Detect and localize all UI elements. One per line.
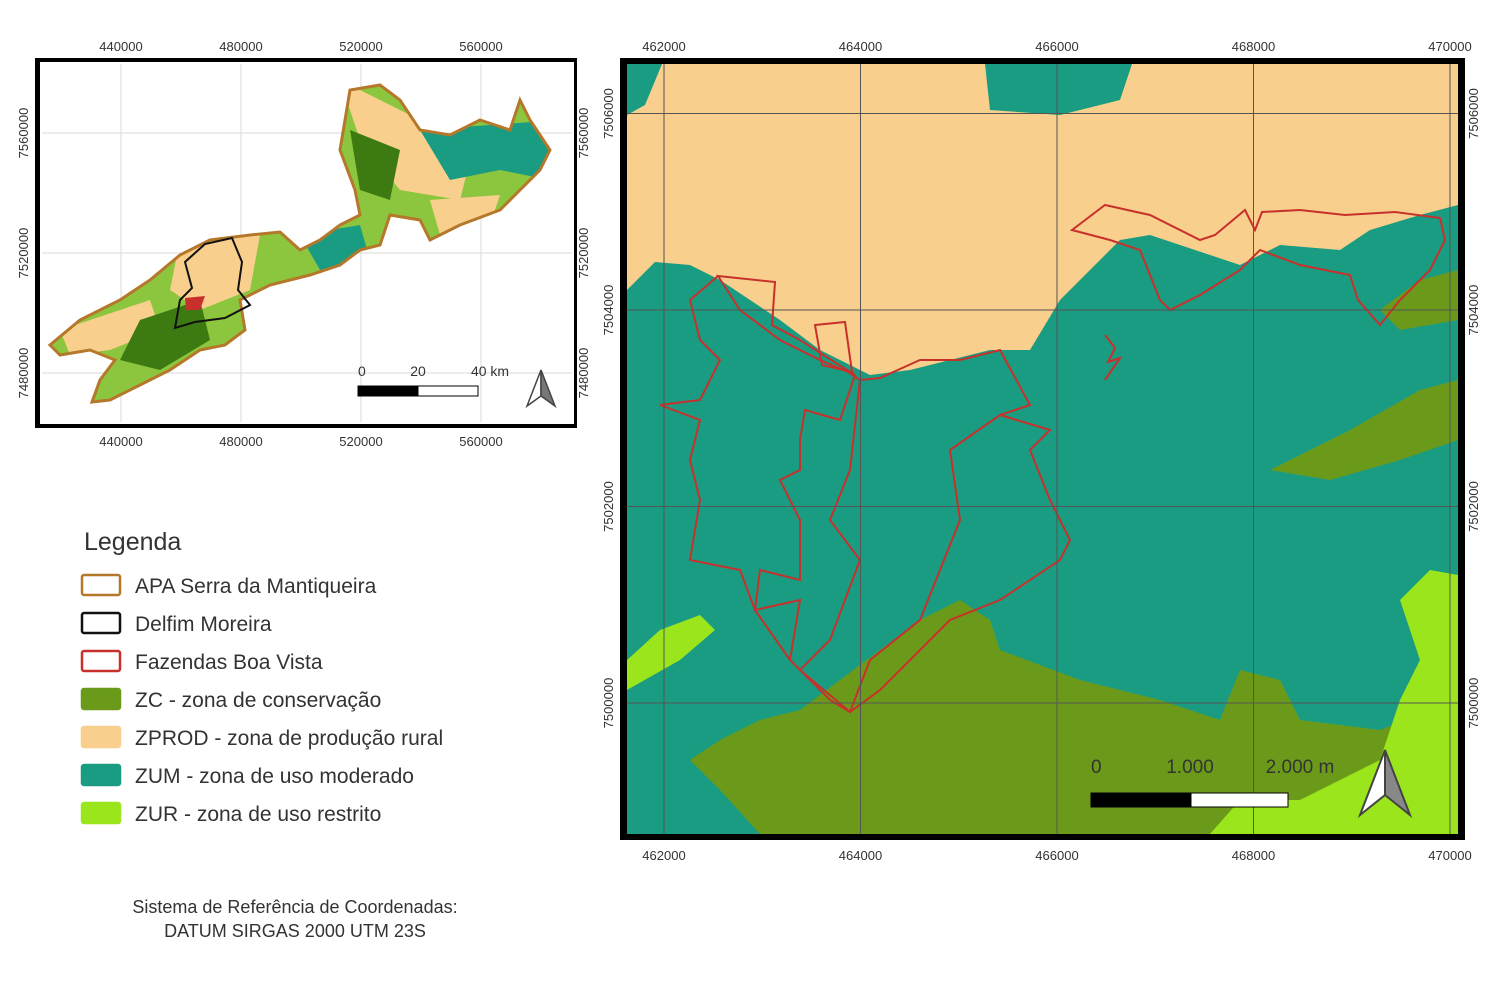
x-coord-label: 466000 xyxy=(1035,39,1078,54)
legend-swatch xyxy=(80,763,122,787)
x-coord-label: 520000 xyxy=(339,39,382,54)
x-coord-label: 560000 xyxy=(459,434,502,449)
legend-swatch xyxy=(80,611,122,635)
legend-title: Legenda xyxy=(84,528,181,556)
legend-swatch xyxy=(80,801,122,825)
scale-label: 40 km xyxy=(471,363,509,379)
x-coord-label: 466000 xyxy=(1035,848,1078,863)
inset-north-arrow xyxy=(540,369,557,409)
x-coord-label: 468000 xyxy=(1232,848,1275,863)
main-zones xyxy=(627,64,1458,834)
fazendas-outline xyxy=(659,203,1447,714)
main-map xyxy=(620,58,1465,840)
crs-text: Sistema de Referência de Coordenadas: xyxy=(132,897,457,917)
inset-map xyxy=(35,58,577,428)
delfim-outline xyxy=(173,236,252,330)
legend-swatch xyxy=(80,687,122,711)
y-coord-label: 7506000 xyxy=(1466,88,1481,139)
legend-swatch xyxy=(80,725,122,749)
inset-scale-bar xyxy=(417,385,479,397)
apa-outline xyxy=(47,83,552,404)
x-coord-label: 520000 xyxy=(339,434,382,449)
x-coord-label: 440000 xyxy=(99,39,142,54)
main-scale-bar xyxy=(1190,792,1289,808)
legend-label: Delfim Moreira xyxy=(135,613,272,636)
legend-label: ZUM - zona de uso moderado xyxy=(135,765,414,788)
x-coord-label: 468000 xyxy=(1232,39,1275,54)
x-coord-label: 560000 xyxy=(459,39,502,54)
legend-swatch xyxy=(80,573,122,597)
legend-label: ZC - zona de conservação xyxy=(135,689,381,712)
y-coord-label: 7500000 xyxy=(601,678,616,729)
x-coord-label: 480000 xyxy=(219,39,262,54)
y-coord-label: 7560000 xyxy=(16,108,31,159)
main-north-arrow xyxy=(1384,749,1413,819)
scale-label: 2.000 m xyxy=(1266,757,1335,778)
legend-label: ZUR - zona de uso restrito xyxy=(135,803,381,826)
inset-scale-bar xyxy=(357,385,419,397)
y-coord-label: 7480000 xyxy=(576,348,591,399)
scale-label: 20 xyxy=(410,363,426,379)
y-coord-label: 7504000 xyxy=(1466,285,1481,336)
y-coord-label: 7506000 xyxy=(601,88,616,139)
y-coord-label: 7480000 xyxy=(16,348,31,399)
x-coord-label: 464000 xyxy=(839,39,882,54)
y-coord-label: 7502000 xyxy=(1466,481,1481,532)
scale-label: 0 xyxy=(358,363,366,379)
scale-label: 0 xyxy=(1091,757,1102,778)
y-coord-label: 7500000 xyxy=(1466,678,1481,729)
x-coord-label: 464000 xyxy=(839,848,882,863)
legend-label: ZPROD - zona de produção rural xyxy=(135,727,443,750)
x-coord-label: 470000 xyxy=(1428,848,1471,863)
x-coord-label: 440000 xyxy=(99,434,142,449)
y-coord-label: 7560000 xyxy=(576,108,591,159)
main-scale-bar xyxy=(1090,792,1192,808)
legend-swatch xyxy=(80,649,122,673)
y-coord-label: 7520000 xyxy=(576,228,591,279)
y-coord-label: 7504000 xyxy=(601,285,616,336)
x-coord-label: 462000 xyxy=(642,39,685,54)
x-coord-label: 480000 xyxy=(219,434,262,449)
legend-label: Fazendas Boa Vista xyxy=(135,651,323,674)
x-coord-label: 462000 xyxy=(642,848,685,863)
scale-label: 1.000 xyxy=(1166,757,1214,778)
legend-label: APA Serra da Mantiqueira xyxy=(135,575,377,598)
crs-text: DATUM SIRGAS 2000 UTM 23S xyxy=(164,921,426,941)
y-coord-label: 7520000 xyxy=(16,228,31,279)
y-coord-label: 7502000 xyxy=(601,481,616,532)
x-coord-label: 470000 xyxy=(1428,39,1471,54)
